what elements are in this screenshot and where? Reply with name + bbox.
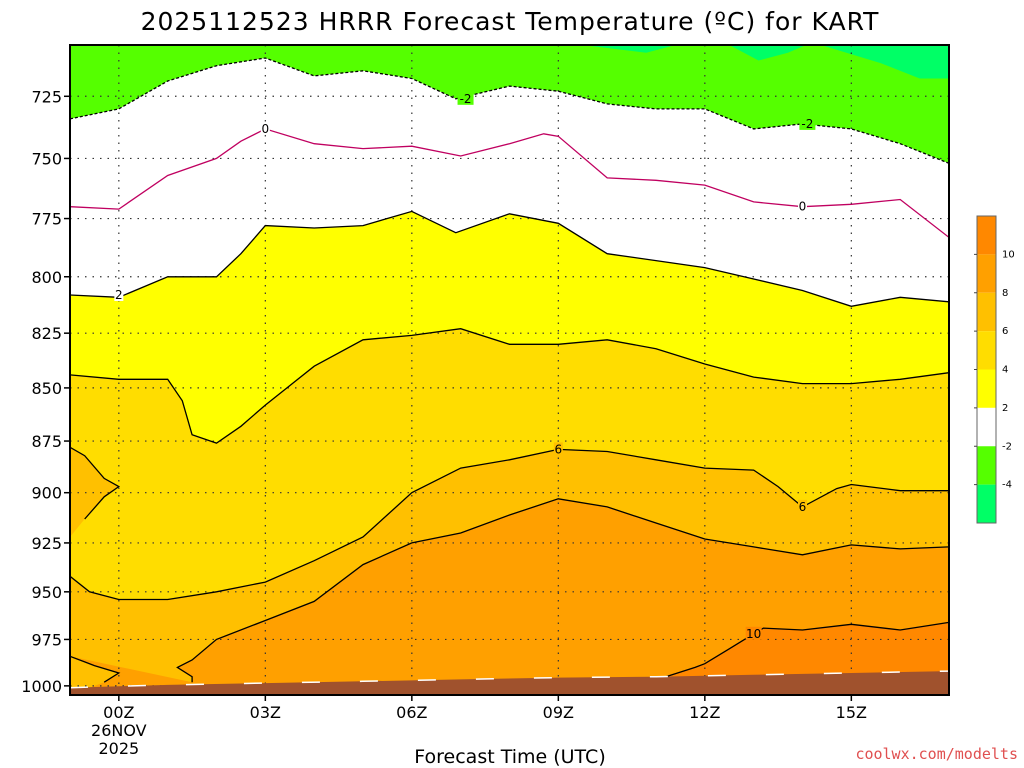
contour-line-p4 xyxy=(70,328,949,444)
contour-line-p8-a xyxy=(70,655,121,683)
y-tick-label: 875 xyxy=(31,432,62,451)
y-axis: 725 750 775 800 825 850 875 900 925 950 975 1000 xyxy=(21,87,70,696)
colorbar-bin xyxy=(977,254,996,293)
colorbar-bin xyxy=(977,407,996,447)
contour-label-p2: 2 xyxy=(115,288,123,302)
y-tick-label: 1000 xyxy=(21,677,62,696)
contour-label-p6: 6 xyxy=(799,500,807,514)
chart-title: 2025112523 HRRR Forecast Temperature (ºC… xyxy=(141,7,880,36)
colorbar-bin xyxy=(977,331,996,370)
y-tick-label: 850 xyxy=(31,379,62,398)
y-tick-label: 950 xyxy=(31,583,62,602)
contour-label-bg xyxy=(745,626,762,640)
contour-label-bg xyxy=(799,116,816,130)
contour-line-p6 xyxy=(70,448,949,601)
contour-line-z0 xyxy=(70,128,949,238)
y-tick-label: 775 xyxy=(31,210,62,229)
colorbar-bin xyxy=(977,484,996,523)
contour-label-p10: 10 xyxy=(746,627,761,641)
y-tick-label: 925 xyxy=(31,534,62,553)
surface-fill xyxy=(70,671,949,695)
contour-label-m2: -2 xyxy=(801,117,813,131)
colorbar-bin xyxy=(977,446,996,485)
contour-fill-m2 xyxy=(70,45,949,164)
colorbar-tick-label: 8 xyxy=(1002,288,1008,299)
x-tick-label: 00Z xyxy=(103,703,134,722)
colorbar-tick-label: -2 xyxy=(1002,441,1012,452)
x-axis-label: Forecast Time (UTC) xyxy=(414,746,605,768)
x-tick-label: 15Z xyxy=(836,703,867,722)
x-tick-label: 12Z xyxy=(689,703,720,722)
colorbar-tick-label: 2 xyxy=(1002,403,1008,414)
y-tick-label: 900 xyxy=(31,484,62,503)
contour-label-bg xyxy=(553,442,563,456)
contour-line-p2 xyxy=(70,210,949,307)
contour-fill-m4 xyxy=(582,45,949,79)
contour-fills xyxy=(70,45,949,695)
contour-label-p6: 6 xyxy=(555,442,563,456)
contour-label-bg xyxy=(260,121,270,135)
colorbar-bin xyxy=(977,369,996,408)
contour-line-p6-a xyxy=(70,446,121,520)
x-tick-label: 06Z xyxy=(396,703,427,722)
contour-labels: -2 -2 0 0 2 6 6 10 xyxy=(114,91,816,641)
x-tick-label: 09Z xyxy=(543,703,574,722)
contour-label-bg xyxy=(457,91,474,105)
colorbar-bin xyxy=(977,292,996,332)
contour-label-bg xyxy=(798,199,807,213)
contour-fill-p8 xyxy=(70,498,949,695)
y-tick-label: 825 xyxy=(31,324,62,343)
contour-label-z0: 0 xyxy=(262,122,270,136)
colorbar-tick-label: 10 xyxy=(1002,249,1015,260)
colorbar-tick-label: 4 xyxy=(1002,365,1008,376)
x-tick-label: 03Z xyxy=(250,703,281,722)
x-tick-date: 26NOV xyxy=(91,721,147,740)
x-tick-year: 2025 xyxy=(98,739,139,758)
plot-area: -2 -2 0 0 2 6 6 10 xyxy=(70,45,949,695)
contour-label-bg xyxy=(114,288,124,302)
credit-link[interactable]: coolwx.com/modelts xyxy=(855,745,1018,763)
contour-label-z0: 0 xyxy=(799,200,807,214)
plot-frame xyxy=(69,44,950,696)
contour-label-bg xyxy=(798,499,807,513)
contour-label-m2: -2 xyxy=(460,92,472,106)
y-tick-label: 750 xyxy=(31,149,62,168)
colorbar-tick-label: 6 xyxy=(1002,326,1008,337)
colorbar-tick-label: -4 xyxy=(1002,480,1012,491)
y-tick-label: 975 xyxy=(31,630,62,649)
surface-ground xyxy=(70,670,949,695)
y-tick-label: 725 xyxy=(31,87,62,106)
colorbar: 10 8 6 4 2 -2 -4 xyxy=(974,215,1015,524)
colorbar-bin xyxy=(977,216,996,255)
contour-line-p8 xyxy=(176,498,949,683)
y-tick-label: 800 xyxy=(31,268,62,287)
